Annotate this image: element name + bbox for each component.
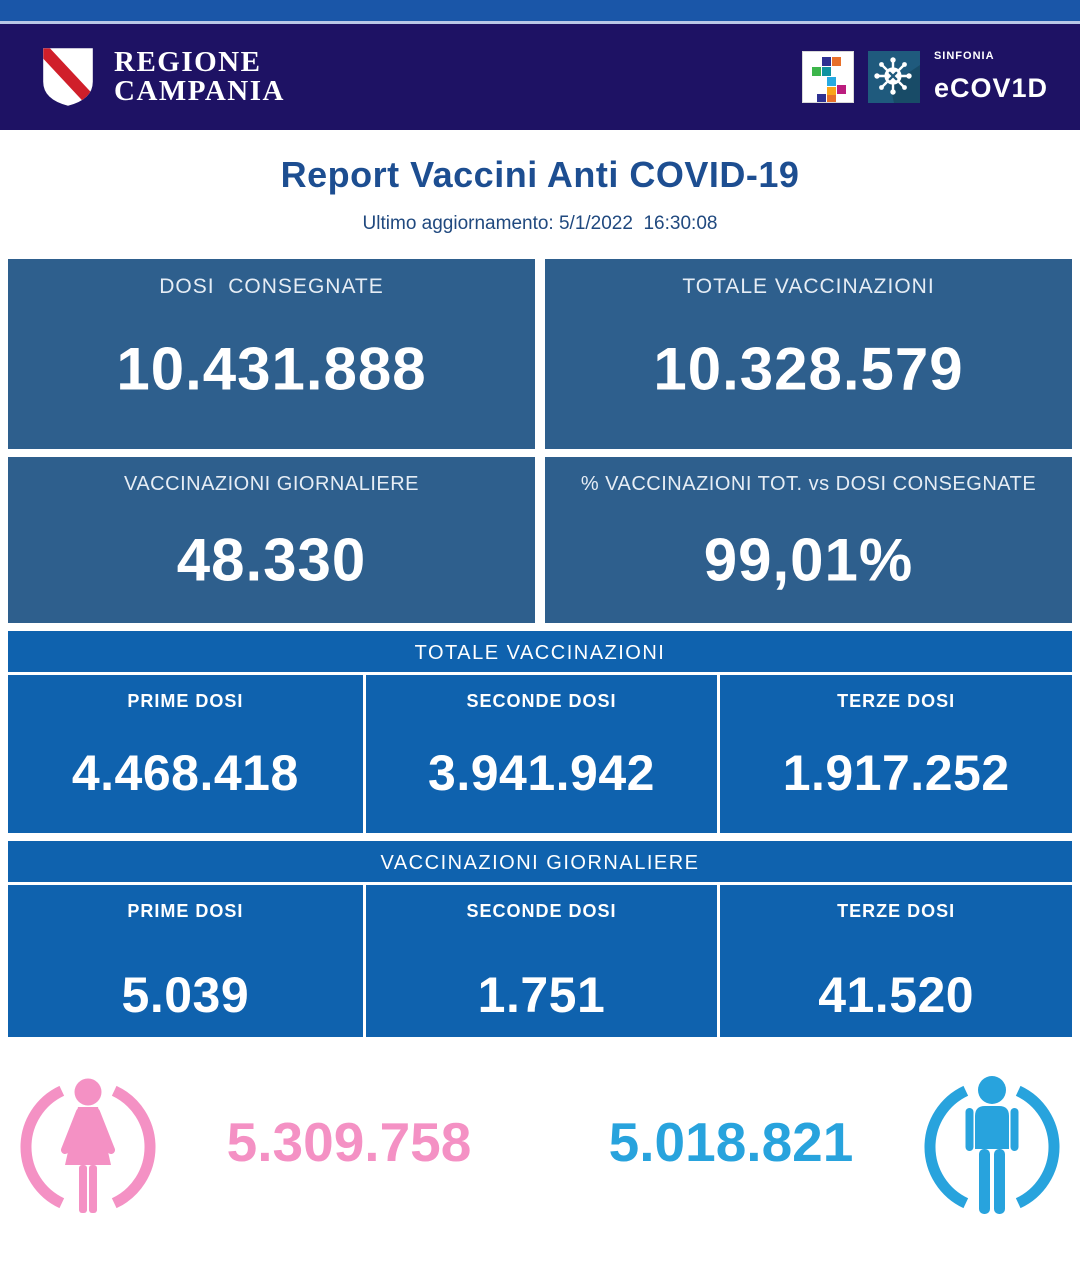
kpi-value: 10.328.579 bbox=[653, 335, 964, 403]
dose-value: 3.941.942 bbox=[428, 745, 655, 801]
totale-terze-dosi: TERZE DOSI 1.917.252 bbox=[717, 675, 1072, 833]
giornaliere-terze-dosi: TERZE DOSI 41.520 bbox=[717, 885, 1072, 1037]
region-name: REGIONE CAMPANIA bbox=[114, 48, 285, 106]
kpi-value: 99,01% bbox=[703, 526, 914, 594]
sinfonia-label: SINFONIA bbox=[933, 50, 995, 62]
section-title: VACCINAZIONI GIORNALIERE bbox=[8, 841, 1072, 885]
giornaliere-seconde-dosi: SECONDE DOSI 1.751 bbox=[362, 885, 718, 1037]
dose-value: 1.751 bbox=[477, 967, 606, 1023]
totale-seconde-dosi: SECONDE DOSI 3.941.942 bbox=[362, 675, 718, 833]
section-totale-vaccinazioni: TOTALE VACCINAZIONI PRIME DOSI 4.468.418… bbox=[8, 631, 1072, 833]
ecovid-label: eCOV1D bbox=[933, 73, 1048, 103]
dose-value: 41.520 bbox=[818, 967, 975, 1023]
dose-label: TERZE DOSI bbox=[837, 901, 956, 921]
dose-label: PRIME DOSI bbox=[127, 901, 244, 921]
ecovid-wordmark: SINFONIA eCOV1D bbox=[934, 50, 1048, 104]
section-title: TOTALE VACCINAZIONI bbox=[8, 631, 1072, 675]
last-update-text: Ultimo aggiornamento: 5/1/2022 16:30:08 bbox=[362, 213, 718, 234]
dose-label: TERZE DOSI bbox=[837, 691, 956, 711]
region-name-line2: CAMPANIA bbox=[114, 75, 285, 107]
sinfonia-ecovid-logos: SINFONIA eCOV1D bbox=[801, 50, 1048, 104]
kpi-card-percentuale-vaccinazioni: % VACCINAZIONI TOT. vs DOSI CONSEGNATE 9… bbox=[545, 457, 1072, 623]
ecovid-virus-icon bbox=[867, 51, 920, 103]
female-total: 5.309.758 bbox=[226, 1111, 472, 1173]
section-vaccinazioni-giornaliere: VACCINAZIONI GIORNALIERE PRIME DOSI 5.03… bbox=[8, 841, 1072, 1037]
dose-label: SECONDE DOSI bbox=[466, 901, 617, 921]
page-title: Report Vaccini Anti COVID-19 bbox=[280, 154, 800, 195]
kpi-value: 48.330 bbox=[176, 526, 367, 594]
top-accent-bar bbox=[0, 0, 1080, 24]
totale-prime-dosi: PRIME DOSI 4.468.418 bbox=[8, 675, 363, 833]
kpi-label: VACCINAZIONI GIORNALIERE bbox=[123, 473, 419, 495]
female-icon bbox=[20, 1078, 156, 1213]
dose-label: SECONDE DOSI bbox=[466, 691, 617, 711]
dose-label: PRIME DOSI bbox=[127, 691, 244, 711]
region-name-line1: REGIONE bbox=[114, 46, 262, 78]
kpi-label: TOTALE VACCINAZIONI bbox=[682, 275, 935, 298]
kpi-dashboard: DOSI CONSEGNATE 10.431.888 TOTALE VACCIN… bbox=[0, 235, 1080, 1037]
gender-breakdown: 5.309.758 5.018.821 bbox=[0, 1051, 1080, 1233]
kpi-card-dosi-consegnate: DOSI CONSEGNATE 10.431.888 bbox=[8, 259, 535, 449]
kpi-card-vaccinazioni-giornaliere: VACCINAZIONI GIORNALIERE 48.330 bbox=[8, 457, 535, 623]
header-bar: REGIONE CAMPANIA bbox=[0, 24, 1080, 130]
campania-shield-icon bbox=[43, 48, 93, 106]
sinfonia-logo-icon bbox=[801, 51, 854, 103]
dose-value: 4.468.418 bbox=[71, 745, 299, 801]
dose-value: 1.917.252 bbox=[782, 745, 1010, 801]
regione-campania-logo: REGIONE CAMPANIA bbox=[40, 46, 285, 108]
male-icon bbox=[924, 1076, 1060, 1214]
kpi-label: DOSI CONSEGNATE bbox=[159, 275, 384, 298]
kpi-label: % VACCINAZIONI TOT. vs DOSI CONSEGNATE bbox=[580, 473, 1037, 495]
kpi-card-totale-vaccinazioni: TOTALE VACCINAZIONI 10.328.579 bbox=[545, 259, 1072, 449]
male-total: 5.018.821 bbox=[608, 1111, 854, 1173]
dose-value: 5.039 bbox=[121, 967, 250, 1023]
kpi-value: 10.431.888 bbox=[116, 335, 427, 403]
giornaliere-prime-dosi: PRIME DOSI 5.039 bbox=[8, 885, 363, 1037]
